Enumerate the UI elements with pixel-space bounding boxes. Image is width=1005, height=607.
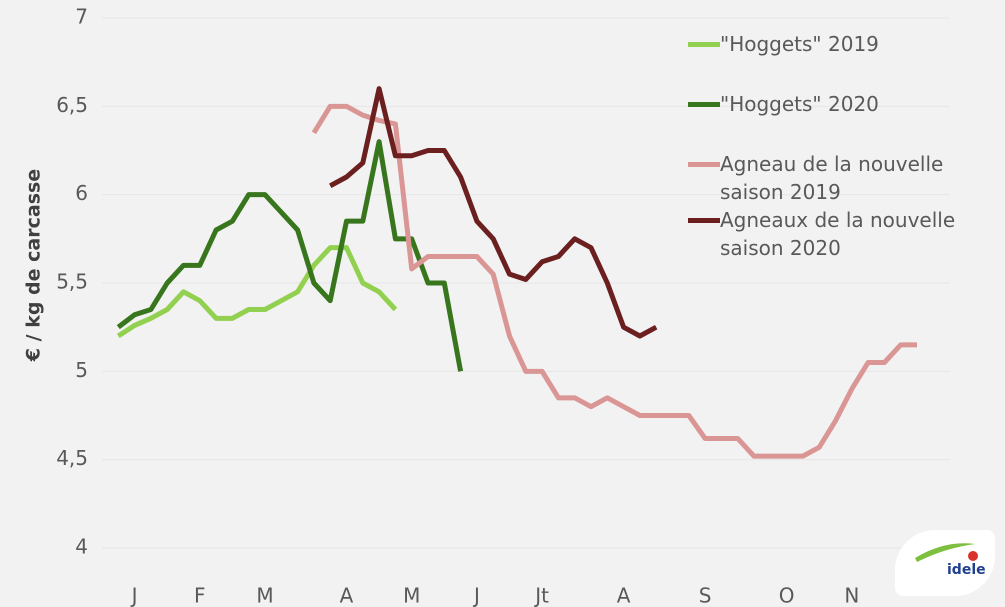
legend-label: Agneau de la nouvelle saison 2019: [720, 152, 944, 204]
legend-item: Agneaux de la nouvelle saison 2020: [688, 206, 1000, 262]
y-tick-label: 7: [75, 5, 88, 29]
legend-swatch: [688, 162, 720, 167]
y-axis-label: € / kg de carcasse: [23, 169, 45, 362]
logo-swoosh: [915, 543, 978, 562]
x-tick-label: A: [340, 584, 354, 607]
series-line: [116, 245, 398, 339]
series-line: [329, 86, 658, 339]
legend-label: Agneaux de la nouvelle saison 2020: [720, 208, 956, 260]
x-tick-label: J: [472, 584, 480, 607]
legend-swatch: [688, 102, 720, 107]
x-tick-label: S: [699, 584, 712, 607]
x-tick-label: M: [403, 584, 420, 607]
x-tick-label: A: [617, 584, 631, 607]
y-tick-label: 5: [75, 358, 88, 382]
series-line: [311, 103, 917, 459]
x-tick-label: O: [779, 584, 795, 607]
logo-text: idele: [947, 562, 986, 578]
x-tick-label: M: [256, 584, 273, 607]
x-tick-label: F: [194, 584, 206, 607]
y-tick-label: 4,5: [56, 446, 88, 470]
legend-item: "Hoggets" 2020: [688, 90, 1000, 118]
legend-label: "Hoggets" 2019: [720, 32, 879, 56]
y-tick-label: 6,5: [56, 93, 88, 117]
logo: idele: [895, 530, 995, 596]
legend-swatch: [688, 42, 720, 47]
y-tick-label: 6: [75, 181, 88, 205]
y-tick-label: 4: [75, 535, 88, 559]
y-tick-label: 5,5: [56, 270, 88, 294]
x-tick-label: N: [844, 584, 859, 607]
legend-swatch: [688, 218, 720, 223]
x-tick-label: Jt: [533, 584, 549, 607]
legend-item: "Hoggets" 2019: [688, 30, 1000, 58]
x-tick-label: J: [130, 584, 138, 607]
legend-item: Agneau de la nouvelle saison 2019: [688, 150, 1000, 206]
series-line: [116, 139, 464, 372]
legend-label: "Hoggets" 2020: [720, 92, 879, 116]
